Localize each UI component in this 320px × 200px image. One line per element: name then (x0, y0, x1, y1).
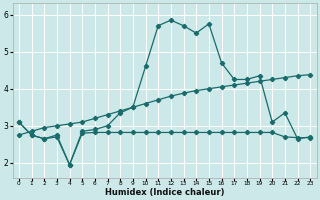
X-axis label: Humidex (Indice chaleur): Humidex (Indice chaleur) (105, 188, 224, 197)
